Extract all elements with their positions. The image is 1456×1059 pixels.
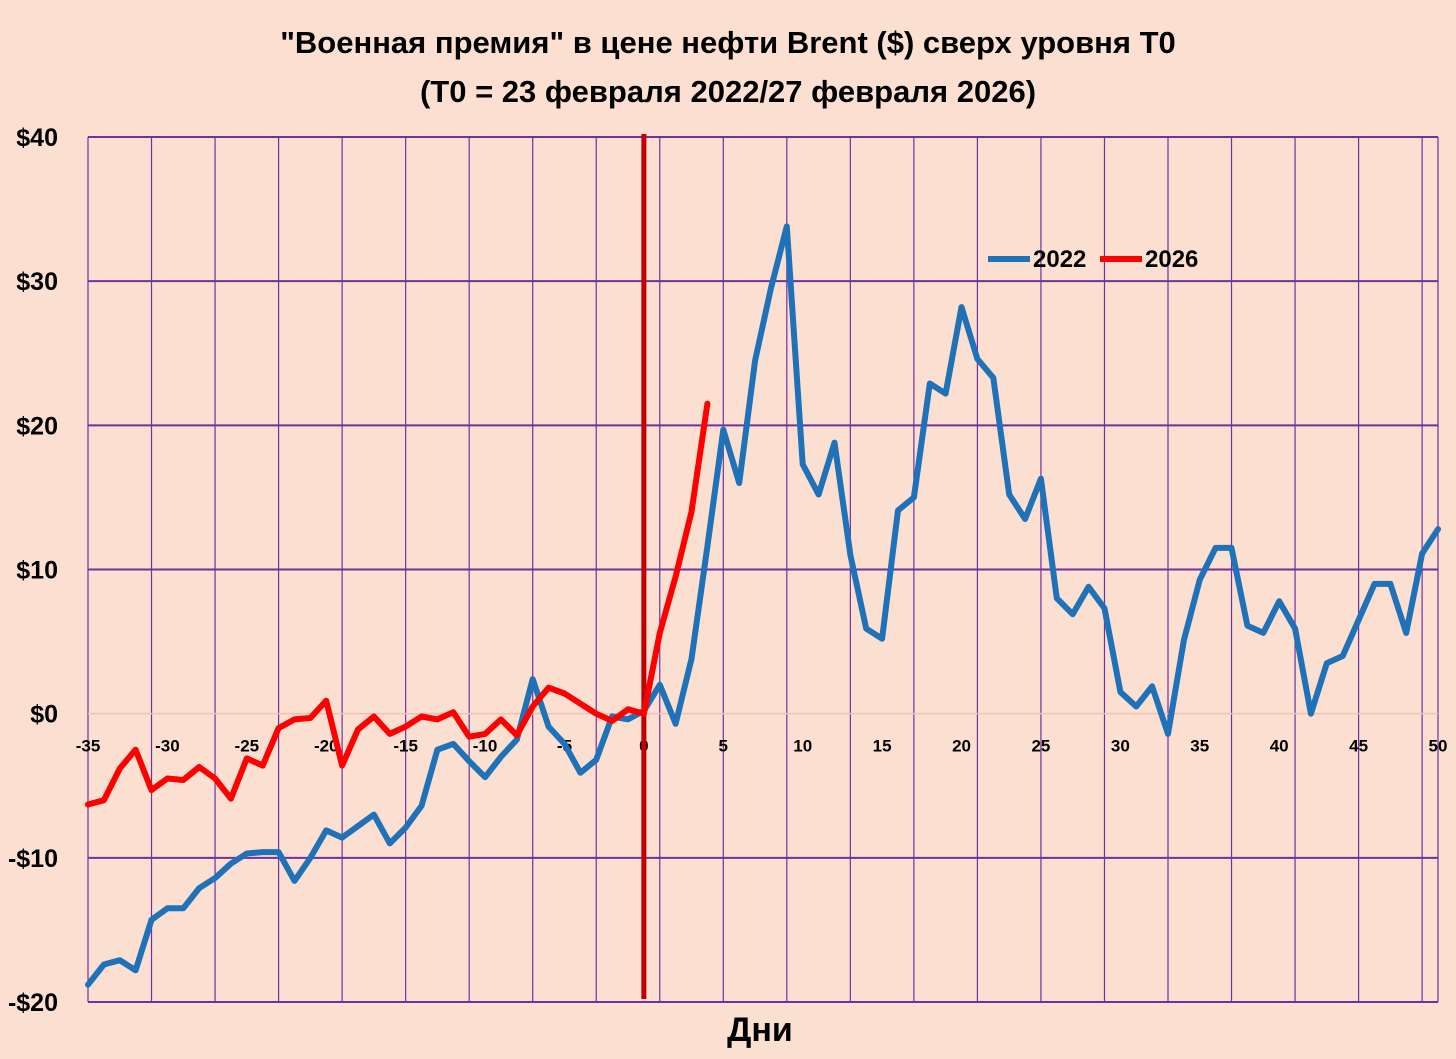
x-tick-label: 20 <box>952 737 971 756</box>
y-tick-label: -$10 <box>8 845 58 873</box>
chart-title-line2: (Т0 = 23 февраля 2022/27 февраля 2026) <box>420 74 1036 109</box>
y-tick-label: $10 <box>16 557 58 585</box>
legend: 2022 2026 <box>988 246 1198 273</box>
x-tick-label: -10 <box>473 737 498 756</box>
x-tick-label: 50 <box>1429 737 1448 756</box>
y-axis-ticks: $40 $30 $20 $10 $0 -$10 -$20 <box>8 124 58 1017</box>
x-tick-label: -30 <box>155 737 180 756</box>
x-axis-ticks: -35-30-25-20-15-10-505101520253035404550 <box>76 737 1448 756</box>
x-tick-label: 5 <box>719 737 728 756</box>
series-line-2022 <box>85 223 1441 988</box>
series-line-2026 <box>85 400 711 808</box>
grid <box>87 136 1439 1003</box>
x-tick-label: -25 <box>235 737 260 756</box>
y-tick-label: $0 <box>30 701 58 729</box>
chart-title-line1: "Военная премия" в цене нефти Brent ($) … <box>280 25 1176 60</box>
x-tick-label: 25 <box>1031 737 1050 756</box>
x-tick-label: -20 <box>314 737 339 756</box>
y-tick-label: -$20 <box>8 989 58 1017</box>
series-lines <box>85 223 1441 988</box>
y-tick-label: $40 <box>16 124 58 152</box>
y-tick-label: $20 <box>16 412 58 440</box>
x-tick-label: -35 <box>76 737 101 756</box>
x-tick-label: 10 <box>793 737 812 756</box>
y-tick-label: $30 <box>16 268 58 296</box>
x-tick-label: 45 <box>1349 737 1368 756</box>
x-tick-label: 40 <box>1270 737 1289 756</box>
legend-label-2026: 2026 <box>1145 246 1198 273</box>
x-axis-label: Дни <box>727 1011 793 1049</box>
legend-label-2022: 2022 <box>1033 246 1086 273</box>
x-tick-label: 15 <box>873 737 892 756</box>
x-tick-label: 30 <box>1111 737 1130 756</box>
x-tick-label: 35 <box>1190 737 1209 756</box>
x-tick-label: -15 <box>393 737 418 756</box>
